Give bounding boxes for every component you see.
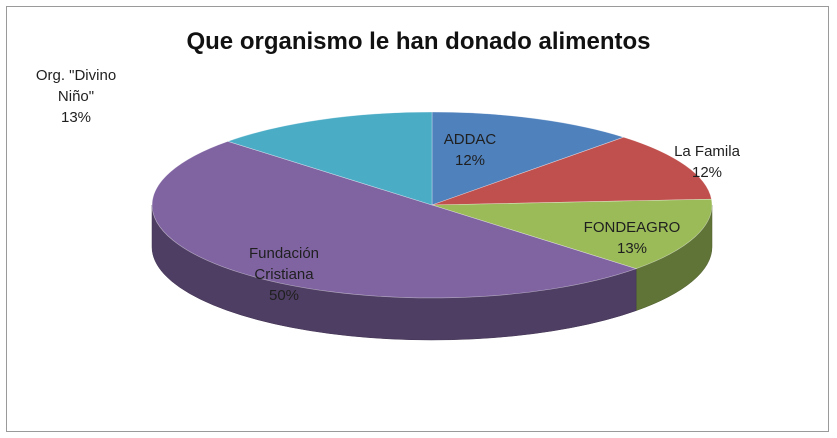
slice-label-0: ADDAC 12% <box>444 131 497 169</box>
pie-slice-1 <box>431 136 712 206</box>
slice-label-4: Org. "Divino Niño" 13% <box>36 67 116 126</box>
pie-slice-2 <box>431 198 713 269</box>
slice-label-3: Fundación Cristiana 50% <box>249 245 319 304</box>
slice-label-2: FONDEAGRO 13% <box>584 219 681 257</box>
pie-slice-3 <box>151 141 638 299</box>
slice-label-1: La Famila 12% <box>674 143 741 181</box>
pie-slice-0 <box>431 111 625 206</box>
chart-title: Que organismo le han donado alimentos <box>186 28 651 55</box>
pie-slice-4 <box>226 111 433 206</box>
